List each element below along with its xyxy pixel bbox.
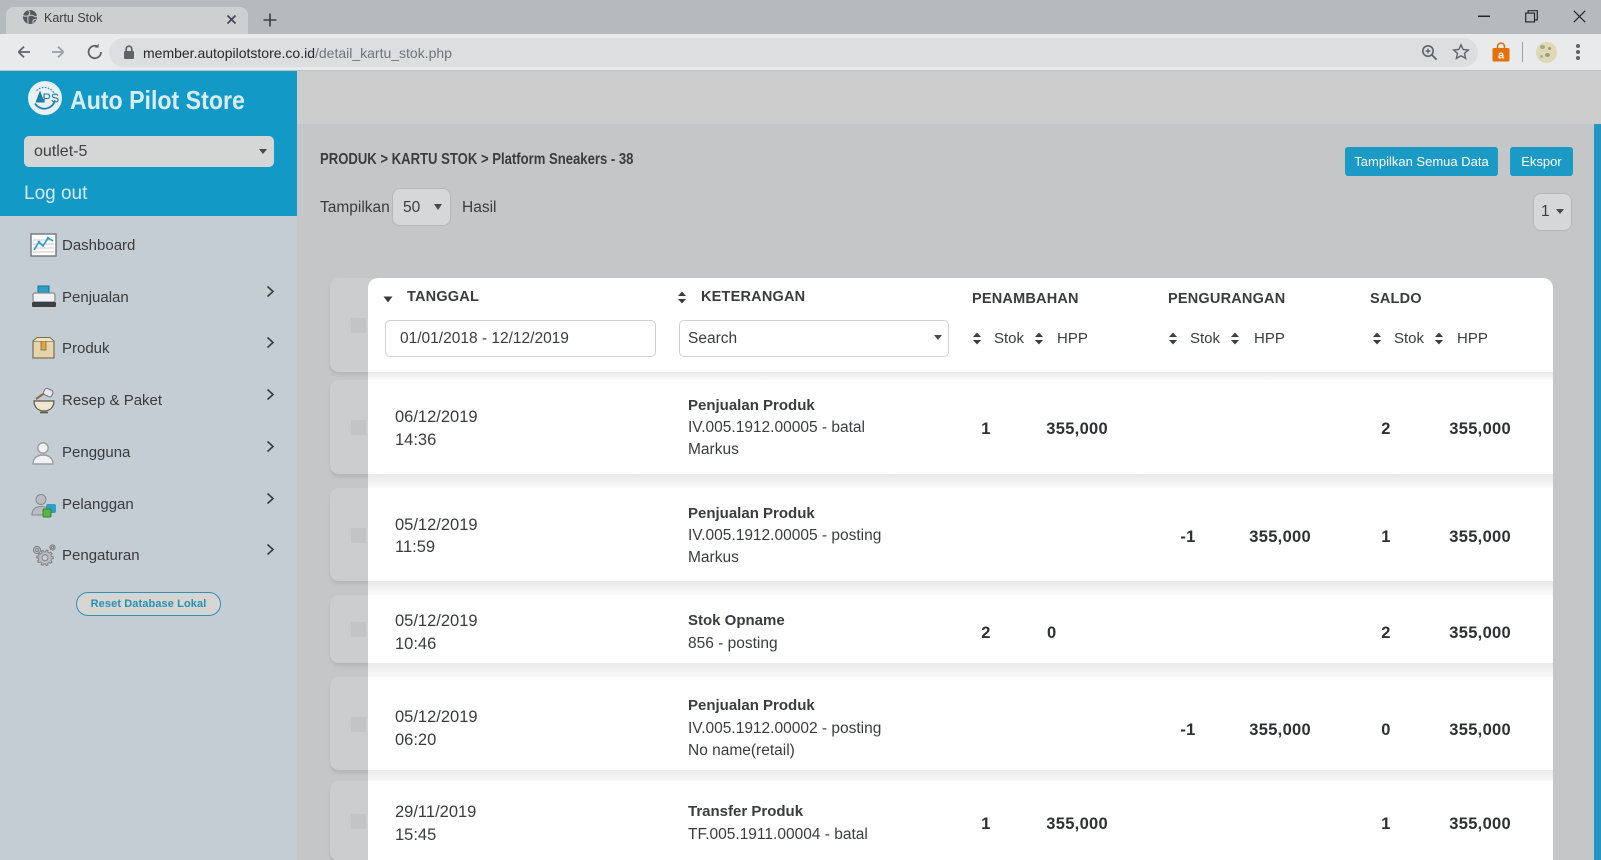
- svg-text:a: a: [1498, 50, 1505, 62]
- svg-text:PS: PS: [43, 92, 60, 106]
